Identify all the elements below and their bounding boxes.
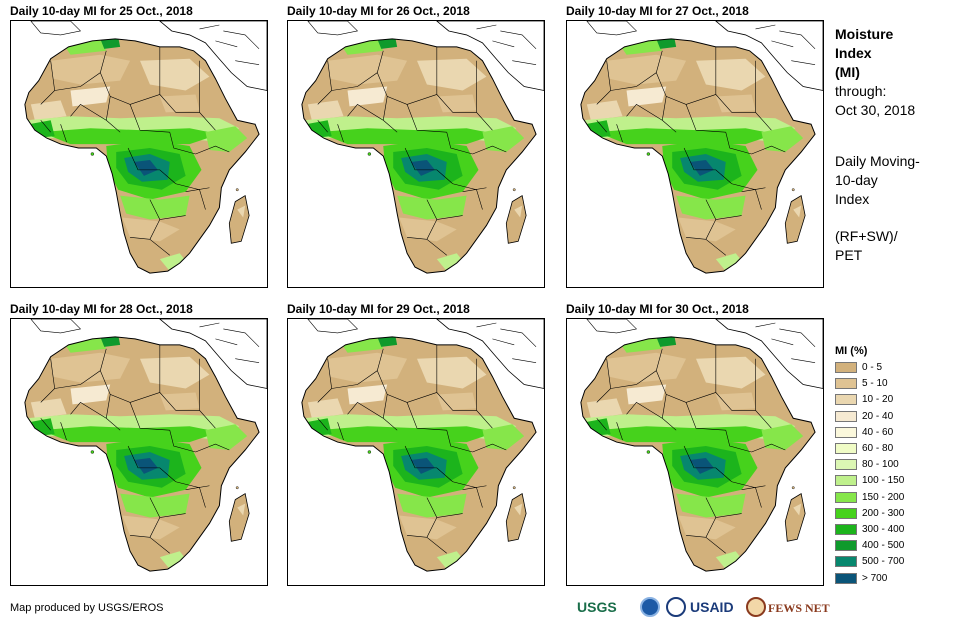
africa-map	[10, 318, 268, 586]
legend-swatch	[835, 507, 857, 519]
usaid-logo: USAID	[690, 599, 734, 615]
legend-item: 60 - 80	[835, 443, 893, 457]
map-panel-1: Daily 10-day MI for 25 Oct., 2018	[10, 4, 270, 290]
legend-label: 60 - 80	[862, 443, 894, 454]
legend-item: 500 - 700	[835, 556, 904, 570]
panel-title: Daily 10-day MI for 27 Oct., 2018	[566, 4, 749, 18]
legend-swatch	[835, 556, 857, 568]
moisture-index-map	[288, 319, 544, 585]
map-panel-4: Daily 10-day MI for 28 Oct., 2018	[10, 302, 270, 588]
map-panel-5: Daily 10-day MI for 29 Oct., 2018	[287, 302, 547, 588]
moisture-index-map	[11, 319, 267, 585]
fews-globe-icon	[746, 597, 766, 617]
africa-map	[10, 20, 268, 288]
legend-item: 300 - 400	[835, 524, 904, 538]
panel-title: Daily 10-day MI for 29 Oct., 2018	[287, 302, 470, 316]
legend-item: 0 - 5	[835, 362, 882, 376]
info-title-3: (MI)	[835, 64, 860, 80]
legend-item: 100 - 150	[835, 475, 904, 489]
noaa-seal-icon	[640, 597, 660, 617]
panel-title: Daily 10-day MI for 28 Oct., 2018	[10, 302, 193, 316]
legend-label: 10 - 20	[862, 394, 894, 406]
legend-item: 150 - 200	[835, 491, 905, 506]
moisture-index-map	[11, 21, 267, 287]
legend-label: 400 - 500	[862, 540, 905, 552]
panel-title: Daily 10-day MI for 26 Oct., 2018	[287, 4, 470, 18]
map-panel-2: Daily 10-day MI for 26 Oct., 2018	[287, 4, 547, 290]
panel-title: Daily 10-day MI for 25 Oct., 2018	[10, 4, 193, 18]
legend-swatch	[835, 491, 857, 503]
moisture-index-map	[567, 21, 823, 287]
legend-swatch	[835, 572, 857, 584]
africa-map	[287, 318, 545, 586]
legend-label: 300 - 400	[862, 524, 905, 535]
usaid-seal-icon	[666, 597, 686, 617]
legend-swatch	[835, 426, 857, 438]
info-formula-2: PET	[835, 247, 863, 263]
info-title-1: Moisture	[835, 26, 894, 42]
panel-title: Daily 10-day MI for 30 Oct., 2018	[566, 302, 749, 316]
legend-label: 80 - 100	[862, 459, 899, 471]
legend-label: 200 - 300	[862, 507, 905, 519]
info-block: Moisture Index (MI) through: Oct 30, 201…	[835, 25, 963, 265]
legend-item: 400 - 500	[835, 540, 904, 554]
map-panel-6: Daily 10-day MI for 30 Oct., 2018	[566, 302, 826, 588]
legend-item: 200 - 300	[835, 507, 905, 522]
legend-label: 40 - 60	[862, 426, 894, 438]
legend-swatch	[835, 362, 857, 373]
legend-label: 150 - 200	[862, 491, 905, 503]
moisture-index-map	[288, 21, 544, 287]
info-title-2: Index	[835, 45, 872, 61]
legend-item: 80 - 100	[835, 459, 899, 473]
legend-swatch	[835, 378, 857, 390]
legend-swatch	[835, 475, 857, 487]
legend-title: MI (%)	[835, 345, 868, 357]
legend-swatch	[835, 540, 857, 552]
info-desc-1: Daily Moving-	[835, 153, 920, 169]
usgs-logo: USGS	[577, 599, 617, 615]
legend-label: 500 - 700	[862, 556, 905, 568]
legend-item: 20 - 40	[835, 410, 894, 425]
legend-swatch	[835, 394, 857, 406]
map-panel-3: Daily 10-day MI for 27 Oct., 2018	[566, 4, 826, 290]
legend-swatch	[835, 524, 857, 535]
legend-label: 100 - 150	[862, 475, 905, 487]
info-date: Oct 30, 2018	[835, 102, 916, 118]
moisture-index-map	[567, 319, 823, 585]
legend-item: 10 - 20	[835, 394, 893, 408]
africa-map	[566, 20, 824, 288]
legend-label: 20 - 40	[862, 410, 894, 422]
legend-swatch	[835, 410, 857, 422]
fewsnet-logo: FEWS NET	[768, 601, 830, 615]
info-desc-2: 10-day	[835, 172, 878, 188]
legend-label: > 700	[862, 572, 888, 584]
info-formula-1: (RF+SW)/	[835, 228, 898, 244]
info-desc-3: Index	[835, 191, 870, 207]
info-through: through:	[835, 83, 887, 99]
credit-text: Map produced by USGS/EROS	[10, 602, 164, 614]
legend-swatch	[835, 459, 857, 471]
legend-label: 0 - 5	[862, 362, 883, 373]
legend-item: 5 - 10	[835, 378, 888, 392]
africa-map	[566, 318, 824, 586]
legend-swatch	[835, 443, 857, 454]
africa-map	[287, 20, 545, 288]
legend-label: 5 - 10	[862, 378, 888, 390]
legend-item: > 700	[835, 572, 888, 587]
legend-item: 40 - 60	[835, 426, 894, 441]
